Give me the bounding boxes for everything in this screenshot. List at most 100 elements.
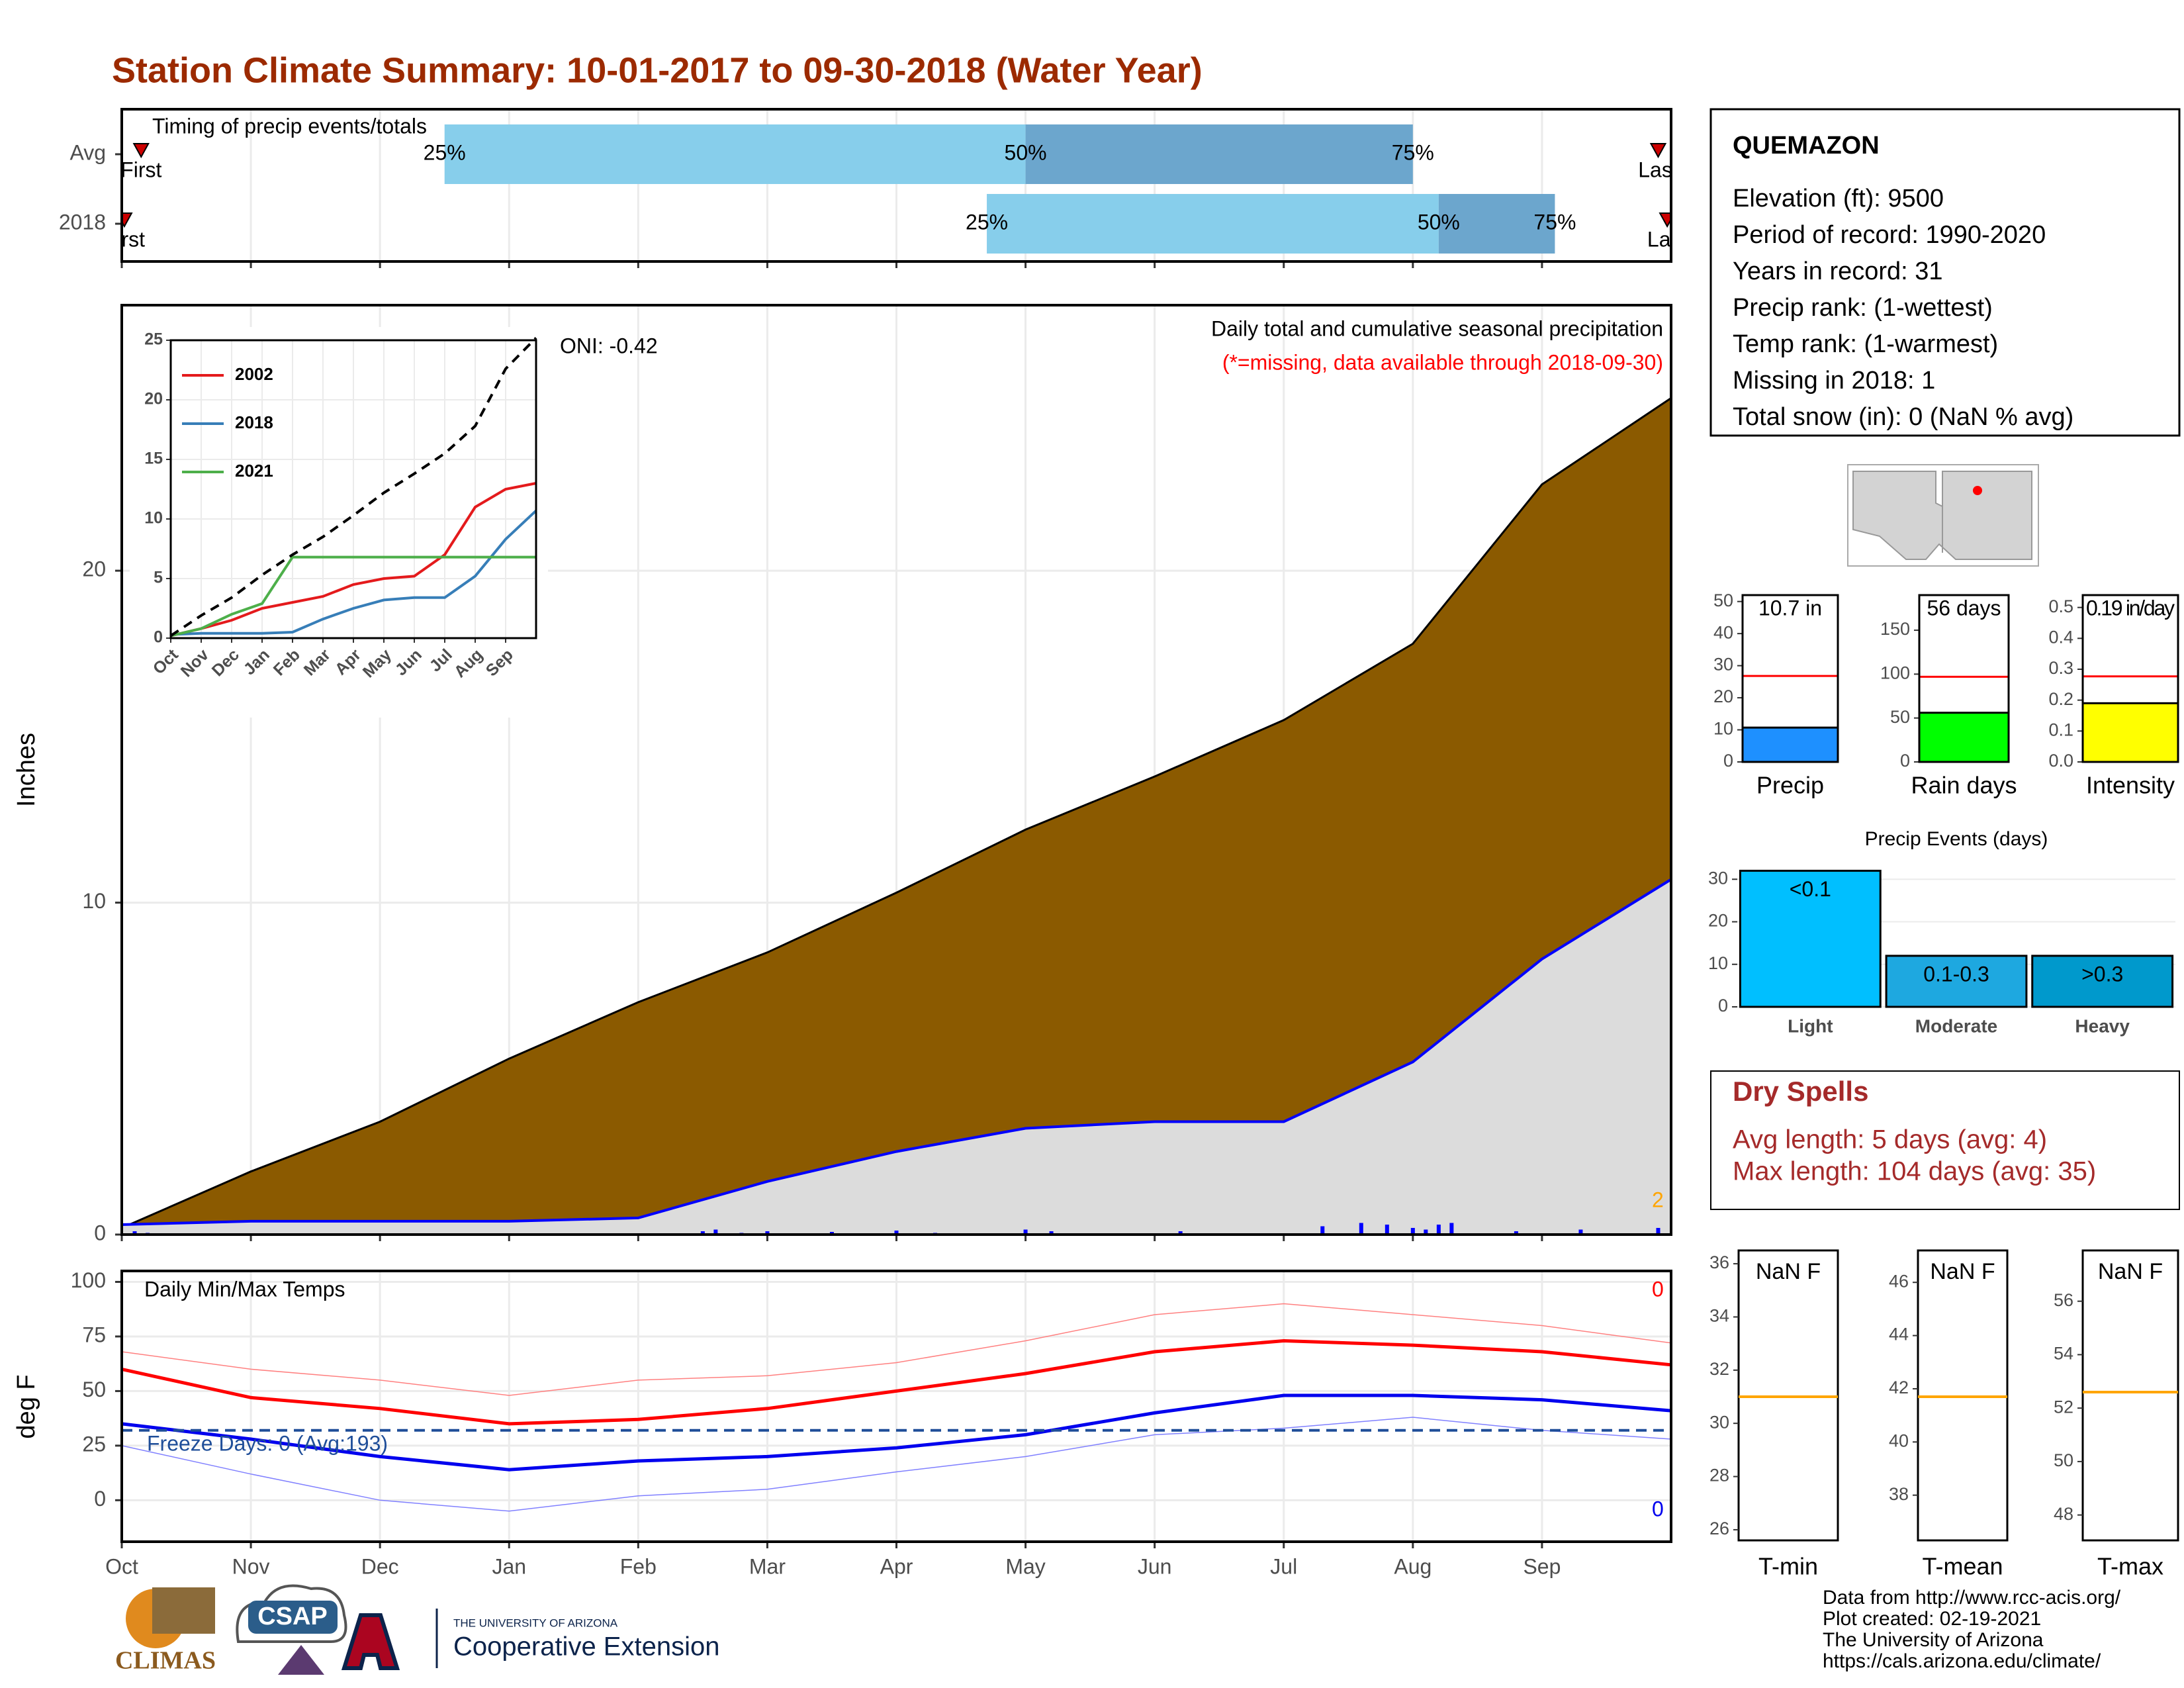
temperature-line [121,1303,1672,1396]
y-tick-label: 0 [94,1487,106,1511]
quartile-bar [444,124,1026,184]
gauge-bar [1918,712,2010,763]
daily-precip-bar [1359,1223,1363,1235]
y-axis-title: Inches [13,733,40,807]
climas-text: CLIMAS [115,1647,216,1675]
y-tick-label: 0 [1718,996,1728,1015]
station-line: Temp rank: (1-warmest) [1733,330,1998,358]
footer-line: https://cals.arizona.edu/climate/ [1823,1650,2101,1672]
y-tick-label: 25 [144,330,163,349]
y-tick-label: 5 [154,569,163,587]
csap-badge [248,1601,338,1634]
station-lines: Elevation (ft): 9500 Period of record: 19… [1733,185,2073,431]
event-label: Last [1638,158,1678,181]
station-line: Elevation (ft): 9500 [1733,185,1944,212]
value-label: 0.1-0.3 [1923,962,1989,986]
x-tick-label: Sep [1523,1554,1561,1578]
event-marker [1649,143,1667,159]
dry-spells-lines: Avg length: 5 days (avg: 4) Max length: 1… [1733,1125,2096,1186]
y-tick-label: 10 [1708,953,1728,973]
daily-precip-bar [1023,1229,1028,1235]
panel-border [120,304,1672,1236]
event-marker [132,143,150,159]
y-tick-label: 26 [1709,1519,1729,1538]
y-tick-label: 30 [1713,655,1733,675]
quartile-label: 50% [1005,140,1047,164]
y-tick-label: 54 [2054,1344,2073,1364]
quartile-label: 25% [966,210,1008,234]
value-label: 56 days [1927,596,2001,620]
value-label: 0.19 in/day [2086,596,2175,620]
x-tick-label: Apr [880,1554,913,1578]
quartile-bar [987,194,1439,254]
bar [1739,869,1882,1008]
value-label: NaN F [1930,1259,1995,1284]
gauge-bar [1741,726,1839,763]
event-label: First [120,158,161,181]
y-tick-label: 46 [1889,1271,1909,1291]
inset-border [169,339,537,639]
row-label: Avg [69,140,106,164]
freeze-label: Freeze Days: 0 (Avg:193) [147,1431,388,1455]
box-label: T-min [1758,1553,1818,1580]
panel-border [120,1270,1672,1543]
extension-text: Cooperative Extension [453,1632,719,1662]
quartile-label: 75% [1392,140,1434,164]
box-frame [2081,1249,2179,1542]
y-tick-label: 20 [1708,911,1728,931]
value-label: >0.3 [2081,962,2123,986]
station-line: Total snow (in): 0 (NaN % avg) [1733,403,2073,431]
max-count-label: 0 [1652,1277,1664,1301]
temperature-line [121,1338,1672,1426]
gauge-label: Rain days [1911,772,2017,799]
y-tick-label: 50 [82,1378,106,1401]
footer-line: Data from http://www.rcc-acis.org/ [1823,1587,2121,1609]
temperature-line [121,1417,1672,1512]
daily-precip-bar [1449,1223,1454,1235]
timeline-rows: Timing of precip events/totals 25% 50% 75% F… [120,114,1678,254]
oni-annotation: ONI: -0.42 [560,334,658,357]
y-tick-label: 0.4 [2048,627,2073,647]
daily-precip-bar [1424,1229,1428,1235]
station-box [1709,108,2181,437]
climas-logo-block [152,1587,215,1634]
gauge-bar [2081,702,2179,763]
location-map [1847,464,2039,567]
y-tick-label: 30 [1708,868,1728,888]
dry-spells-box [1710,1070,2180,1210]
row-label: 2018 [59,210,106,234]
gauge-label: Precip [1756,772,1824,799]
y-tick-label: 0 [94,1221,106,1244]
y-tick-label: 15 [144,449,163,468]
y-tick-label: 0 [1723,751,1733,771]
y-tick-label: 100 [1880,663,1910,682]
daily-precip-bar [1656,1227,1661,1235]
inset-line [169,336,537,637]
event-marker [122,212,133,228]
quartile-label: 50% [1418,210,1460,234]
y-tick-label: 52 [2054,1397,2073,1417]
daily-precip-bar [1578,1229,1583,1235]
y-tick-label: 150 [1880,619,1910,639]
x-tick-label: Dec [361,1554,399,1578]
y-tick-label: 56 [2054,1290,2073,1310]
daily-precip-bar [700,1231,705,1235]
y-tick-label: 10 [144,509,163,528]
y-tick-label: 20 [144,390,163,408]
inset-line [170,555,536,637]
chart-subtitle: (*=missing, data available through 2018-… [1222,350,1663,374]
x-tick-label: Mar [749,1554,786,1578]
temperature-line [121,1393,1672,1472]
y-tick-label: 10 [1713,719,1733,739]
y-tick-label: 38 [1889,1484,1909,1504]
gauge-border [1741,594,1839,763]
panel-title: Daily Min/Max Temps [144,1277,345,1301]
value-label: 10.7 in [1758,596,1822,620]
panel-title: Timing of precip events/totals [152,114,427,138]
box-label: T-max [2097,1553,2163,1580]
logos: CLIMAS CSAP THE UNIVERSITY OF ARIZONA Co… [115,1584,719,1675]
box-label: T-mean [1922,1553,2003,1580]
y-tick-label: 0.0 [2048,751,2073,771]
area-fill [122,879,1671,1235]
y-tick-label: 0 [1900,751,1910,771]
